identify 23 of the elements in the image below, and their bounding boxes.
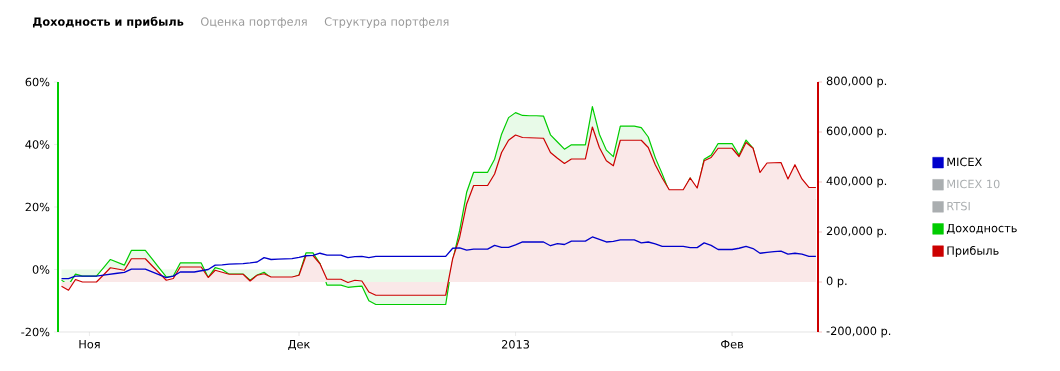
y2-tick-label: 800,000 р. (826, 76, 887, 88)
y2-tick-label: 0 р. (826, 276, 847, 288)
y2-tick-label: -200,000 р. (826, 326, 891, 338)
x-tick-label: Дек (288, 340, 310, 351)
y-tick-label: 0% (32, 265, 50, 274)
y-tick-label: 40% (25, 140, 50, 149)
x-tick-label: 2013 (501, 340, 530, 349)
legend-label: MICEX 10 (947, 179, 1000, 189)
legend-label: RTSI (947, 201, 970, 211)
y2-tick-label: 200,000 р. (826, 226, 887, 238)
chart-title: Доходность и прибыль (32, 16, 184, 29)
y-tick-label: -20% (21, 327, 50, 337)
y2-tick-label: 600,000 р. (826, 126, 887, 138)
x-tick-label: Ноя (79, 340, 100, 349)
y2-tick-label: 400,000 р. (826, 176, 887, 188)
text: Структура портфеля (324, 17, 449, 29)
y-tick-label: 60% (25, 77, 50, 87)
legend-label: Доходность (946, 223, 1017, 234)
legend-label: Прибыль (947, 245, 999, 258)
y-tick-label: 20% (25, 202, 50, 212)
x-tick-label: Фев (721, 340, 744, 349)
text: Оценка портфеля (200, 17, 307, 29)
legend-label: MICEX (947, 157, 982, 167)
